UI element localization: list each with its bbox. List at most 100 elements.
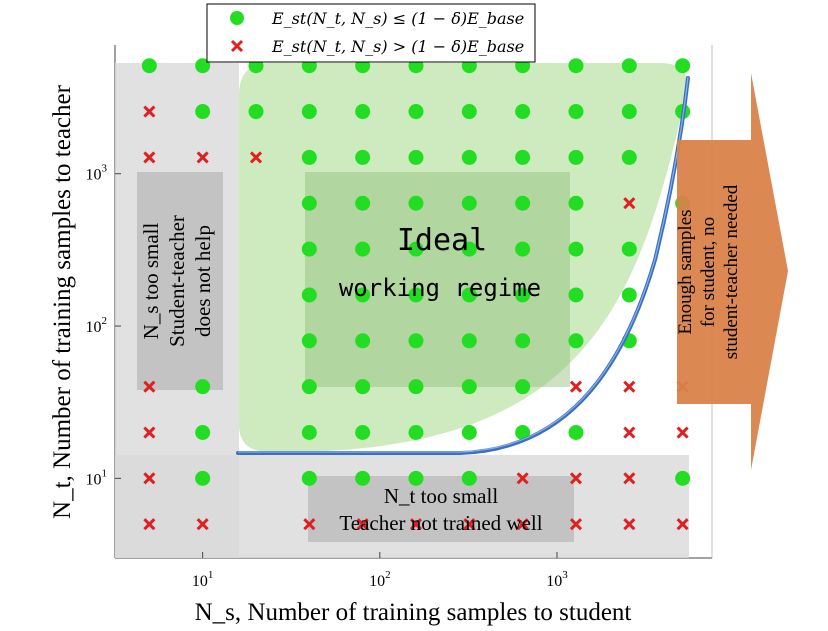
- point-success: [515, 287, 531, 303]
- point-failure: [569, 518, 583, 531]
- ideal-title: Ideal: [397, 223, 487, 258]
- point-failure: [623, 518, 636, 531]
- axis-ticks: 101 102 103 101 102 103: [86, 163, 569, 590]
- point-failure: [516, 518, 529, 531]
- y-tick-label: 101: [86, 467, 108, 488]
- data-points: [141, 58, 691, 531]
- point-success: [515, 333, 531, 349]
- x-tick-label: 103: [546, 569, 568, 590]
- boundary-curve-highlight: [238, 76, 689, 453]
- point-failure: [463, 518, 476, 531]
- ideal-subtitle: working regime: [339, 274, 541, 302]
- point-failure: [623, 197, 636, 210]
- point-success: [515, 379, 531, 395]
- point-success: [568, 195, 584, 211]
- legend: E_st(N_t, N_s) ≤ (1 − δ)E_base E_st(N_t,…: [206, 3, 536, 63]
- point-success: [461, 470, 477, 486]
- point-failure: [623, 472, 636, 485]
- point-success: [248, 104, 264, 120]
- point-success: [461, 379, 477, 395]
- point-failure: [516, 472, 529, 485]
- point-success: [621, 241, 637, 257]
- point-failure: [143, 105, 156, 118]
- enough-line2: for student, no: [698, 217, 719, 327]
- point-failure: [143, 151, 156, 164]
- point-failure: [143, 380, 156, 393]
- point-success: [301, 287, 317, 303]
- point-success: [621, 287, 637, 303]
- point-success: [408, 195, 424, 211]
- ns-small-label: N_s too small Student-teacher does not h…: [139, 215, 215, 347]
- point-success: [461, 104, 477, 120]
- point-success: [408, 287, 424, 303]
- point-success: [301, 470, 317, 486]
- point-success: [355, 333, 371, 349]
- point-success: [355, 287, 371, 303]
- point-failure: [569, 472, 583, 485]
- point-success: [675, 58, 691, 74]
- point-success: [568, 333, 584, 349]
- point-success: [515, 149, 531, 165]
- point-failure: [196, 518, 209, 531]
- point-success: [195, 470, 211, 486]
- point-success: [675, 470, 691, 486]
- point-success: [515, 241, 531, 257]
- point-success: [568, 241, 584, 257]
- point-failure: [623, 426, 636, 439]
- point-success: [355, 425, 371, 441]
- point-success: [461, 287, 477, 303]
- point-failure: [676, 518, 689, 531]
- point-success: [408, 333, 424, 349]
- ns-small-line1: N_s too small: [139, 223, 163, 340]
- point-success: [301, 425, 317, 441]
- point-success: [568, 104, 584, 120]
- point-success: [301, 333, 317, 349]
- legend-label-success: E_st(N_t, N_s) ≤ (1 − δ)E_base: [271, 9, 524, 28]
- point-success: [355, 379, 371, 395]
- nt-small-label-box: [308, 476, 574, 542]
- point-failure: [143, 472, 156, 485]
- x-tick-label: 101: [192, 569, 214, 590]
- point-success: [461, 333, 477, 349]
- point-failure: [249, 151, 263, 164]
- point-success: [515, 425, 531, 441]
- x-tick-label: 102: [369, 569, 391, 590]
- point-success: [461, 149, 477, 165]
- point-success: [621, 149, 637, 165]
- ns-small-line3: does not help: [191, 225, 215, 337]
- point-success: [301, 149, 317, 165]
- point-success: [568, 58, 584, 74]
- enough-line3: student-teacher needed: [721, 184, 742, 359]
- point-success: [408, 379, 424, 395]
- point-success: [355, 241, 371, 257]
- point-success: [408, 149, 424, 165]
- point-failure: [143, 426, 156, 439]
- point-success: [408, 241, 424, 257]
- enough-samples-label: Enough samples for student, no student-t…: [675, 184, 742, 359]
- legend-marker-success: [230, 11, 244, 25]
- y-axis-label: N_t, Number of training samples to teach…: [49, 84, 76, 519]
- point-success: [461, 241, 477, 257]
- point-failure: [409, 518, 423, 531]
- point-success: [621, 104, 637, 120]
- point-success: [195, 379, 211, 395]
- point-success: [301, 195, 317, 211]
- point-failure: [196, 151, 209, 164]
- nt-small-line2: Teacher not trained well: [339, 511, 542, 535]
- legend-box: [206, 3, 536, 63]
- point-failure: [143, 518, 156, 531]
- point-success: [461, 425, 477, 441]
- legend-marker-failure: [230, 39, 244, 53]
- legend-label-failure: E_st(N_t, N_s) > (1 − δ)E_base: [271, 37, 524, 56]
- point-success: [408, 425, 424, 441]
- ns-small-line2: Student-teacher: [165, 215, 189, 347]
- point-success: [461, 195, 477, 211]
- point-success: [408, 470, 424, 486]
- point-success: [195, 425, 211, 441]
- point-success: [621, 58, 637, 74]
- point-success: [355, 470, 371, 486]
- point-failure: [303, 518, 316, 531]
- point-success: [568, 425, 584, 441]
- point-success: [301, 241, 317, 257]
